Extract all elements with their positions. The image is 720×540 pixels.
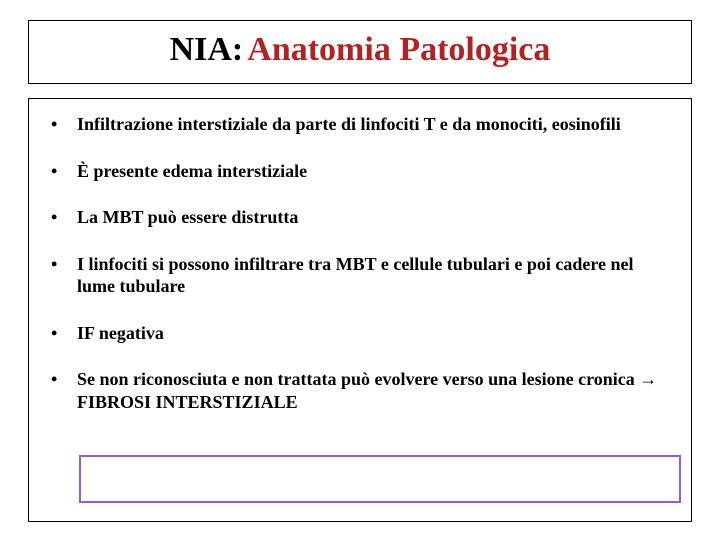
list-item: • È presente edema interstiziale	[51, 160, 669, 183]
bullet-text: I linfociti si possono infiltrare tra MB…	[77, 253, 669, 298]
list-item: • Infiltrazione interstiziale da parte d…	[51, 113, 669, 136]
bullet-dot-icon: •	[51, 322, 77, 345]
slide: NIA: Anatomia Patologica • Infiltrazione…	[0, 0, 720, 540]
bullet-dot-icon: •	[51, 253, 77, 276]
bullet-dot-icon: •	[51, 113, 77, 136]
bullet-dot-icon: •	[51, 206, 77, 229]
bullet-dot-icon: •	[51, 160, 77, 183]
bullet-text: IF negativa	[77, 322, 669, 345]
title-part1: NIA:	[170, 31, 244, 68]
list-item: • I linfociti si possono infiltrare tra …	[51, 253, 669, 298]
bullet-dot-icon: •	[51, 368, 77, 391]
bullet-text: È presente edema interstiziale	[77, 160, 669, 183]
list-item: • IF negativa	[51, 322, 669, 345]
title-box: NIA: Anatomia Patologica	[28, 20, 692, 84]
bullet-text: Se non riconosciuta e non trattata può e…	[77, 368, 669, 413]
list-item: • Se non riconosciuta e non trattata può…	[51, 368, 669, 413]
title-part2: Anatomia Patologica	[247, 31, 550, 68]
bullet-text: Infiltrazione interstiziale da parte di …	[77, 113, 669, 136]
bullet-text: La MBT può essere distrutta	[77, 206, 669, 229]
list-item: • La MBT può essere distrutta	[51, 206, 669, 229]
highlight-rectangle	[79, 455, 681, 503]
content-box: • Infiltrazione interstiziale da parte d…	[28, 98, 692, 522]
bullet-list: • Infiltrazione interstiziale da parte d…	[51, 113, 669, 413]
